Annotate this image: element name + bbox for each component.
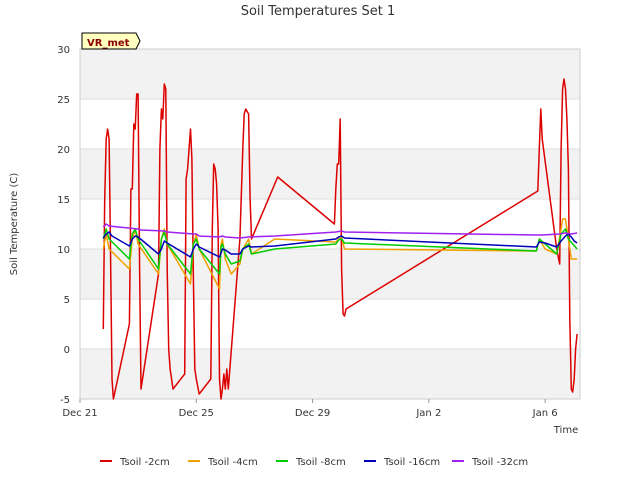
badge-label: VR_met: [87, 38, 130, 49]
y-tick-label: 5: [64, 295, 70, 306]
grid-band: [80, 249, 580, 299]
vr-met-badge: VR_met: [81, 32, 141, 50]
y-tick-label: 15: [57, 195, 70, 206]
grid-band: [80, 49, 580, 99]
series-line-tsoil-32cm: [102, 223, 578, 239]
x-tick-label: Jan 2: [415, 408, 441, 419]
x-tick-label: Dec 25: [179, 408, 214, 419]
plot-frame: [79, 48, 581, 400]
legend-label: Tsoil -2cm: [119, 457, 170, 468]
series-layer: [102, 78, 578, 400]
y-tick-label: 25: [57, 95, 70, 106]
x-tick-label: Jan 6: [532, 408, 558, 419]
series-line-tsoil-16cm: [102, 231, 578, 258]
badge-background: [81, 32, 141, 50]
x-tick-label: Dec 29: [295, 408, 330, 419]
legend-label: Tsoil -8cm: [295, 457, 346, 468]
y-tick-label: 30: [57, 45, 70, 56]
y-tick-label: -5: [60, 395, 70, 406]
background-bands: [80, 49, 580, 399]
y-tick-label: 0: [64, 345, 70, 356]
legend: Tsoil -2cm Tsoil -4cm Tsoil -8cm Tsoil -16c…: [100, 457, 528, 468]
grid-band: [80, 349, 580, 399]
series-line-tsoil-8cm: [102, 228, 578, 275]
grid-band: [80, 149, 580, 199]
x-tick-label: Dec 21: [62, 408, 97, 419]
gridlines: [80, 48, 580, 400]
y-axis-label: Soil Temperature (C): [9, 173, 20, 276]
legend-label: Tsoil -32cm: [471, 457, 528, 468]
y-axis: -5 0 5 10 15 20 25 30: [57, 45, 70, 406]
legend-label: Tsoil -4cm: [207, 457, 258, 468]
legend-label: Tsoil -16cm: [383, 457, 440, 468]
x-axis-label: Time: [553, 425, 578, 436]
x-axis: Dec 21 Dec 25 Dec 29 Jan 2 Jan 6: [62, 399, 558, 419]
y-tick-label: 10: [57, 245, 70, 256]
series-line-tsoil-4cm: [102, 218, 578, 290]
y-tick-label: 20: [57, 145, 70, 156]
series-line-tsoil-2cm: [102, 78, 578, 400]
chart-title: Soil Temperatures Set 1: [241, 4, 396, 19]
